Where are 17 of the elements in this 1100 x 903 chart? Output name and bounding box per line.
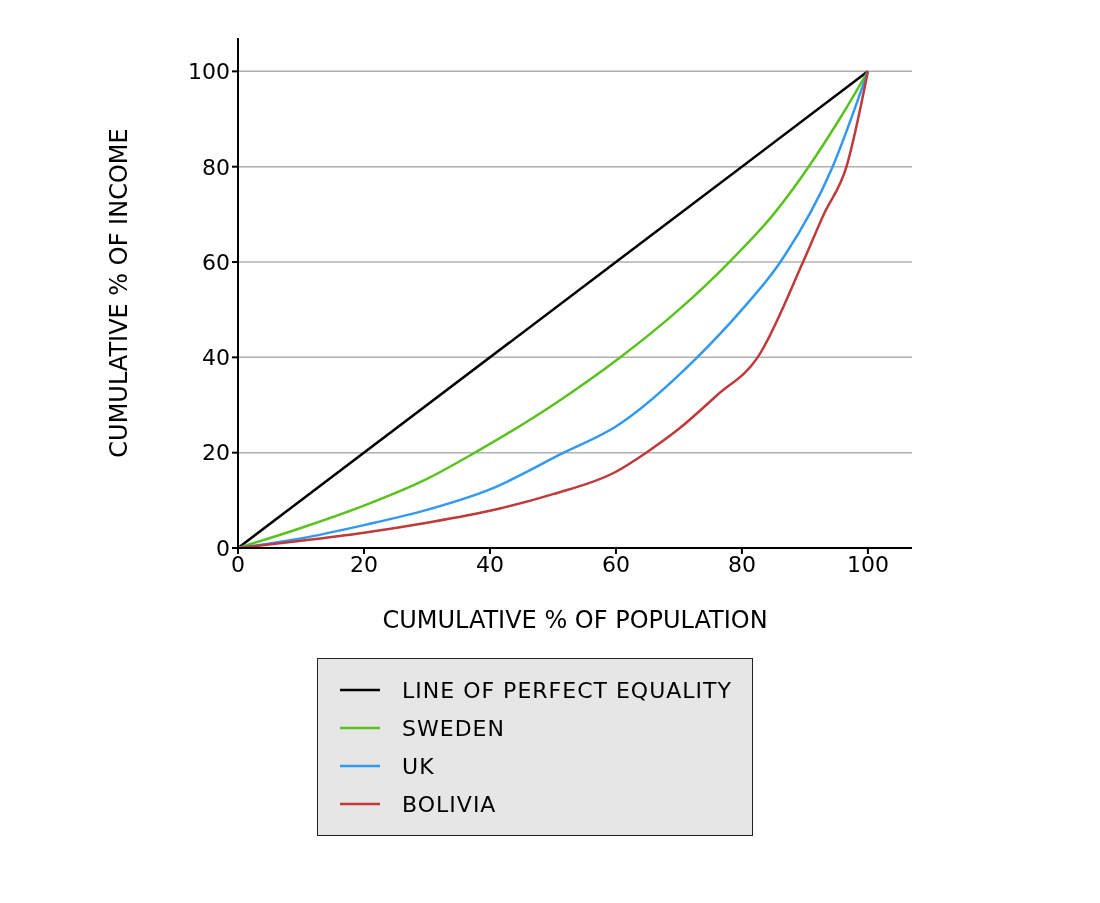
y-tick-label: 80: [202, 154, 230, 180]
y-tick-label: 100: [188, 59, 230, 85]
x-tick-label: 80: [727, 551, 756, 577]
legend-label: BOLIVIA: [402, 791, 497, 817]
y-tick-label: 60: [202, 249, 230, 275]
x-tick-label: 60: [601, 551, 630, 577]
y-tick-label: 20: [202, 440, 230, 466]
x-axis-title: CUMULATIVE % OF POPULATION: [382, 606, 768, 634]
y-axis-title: CUMULATIVE % OF INCOME: [104, 128, 133, 458]
legend-label: LINE OF PERFECT EQUALITY: [402, 677, 732, 703]
x-tick-label: 20: [349, 551, 378, 577]
x-tick-label: 100: [846, 551, 889, 577]
legend-label: SWEDEN: [402, 715, 505, 741]
legend-label: UK: [402, 753, 435, 779]
x-tick-label: 40: [475, 551, 504, 577]
y-tick-label: 40: [202, 345, 230, 371]
y-tick-label: 0: [216, 535, 230, 561]
